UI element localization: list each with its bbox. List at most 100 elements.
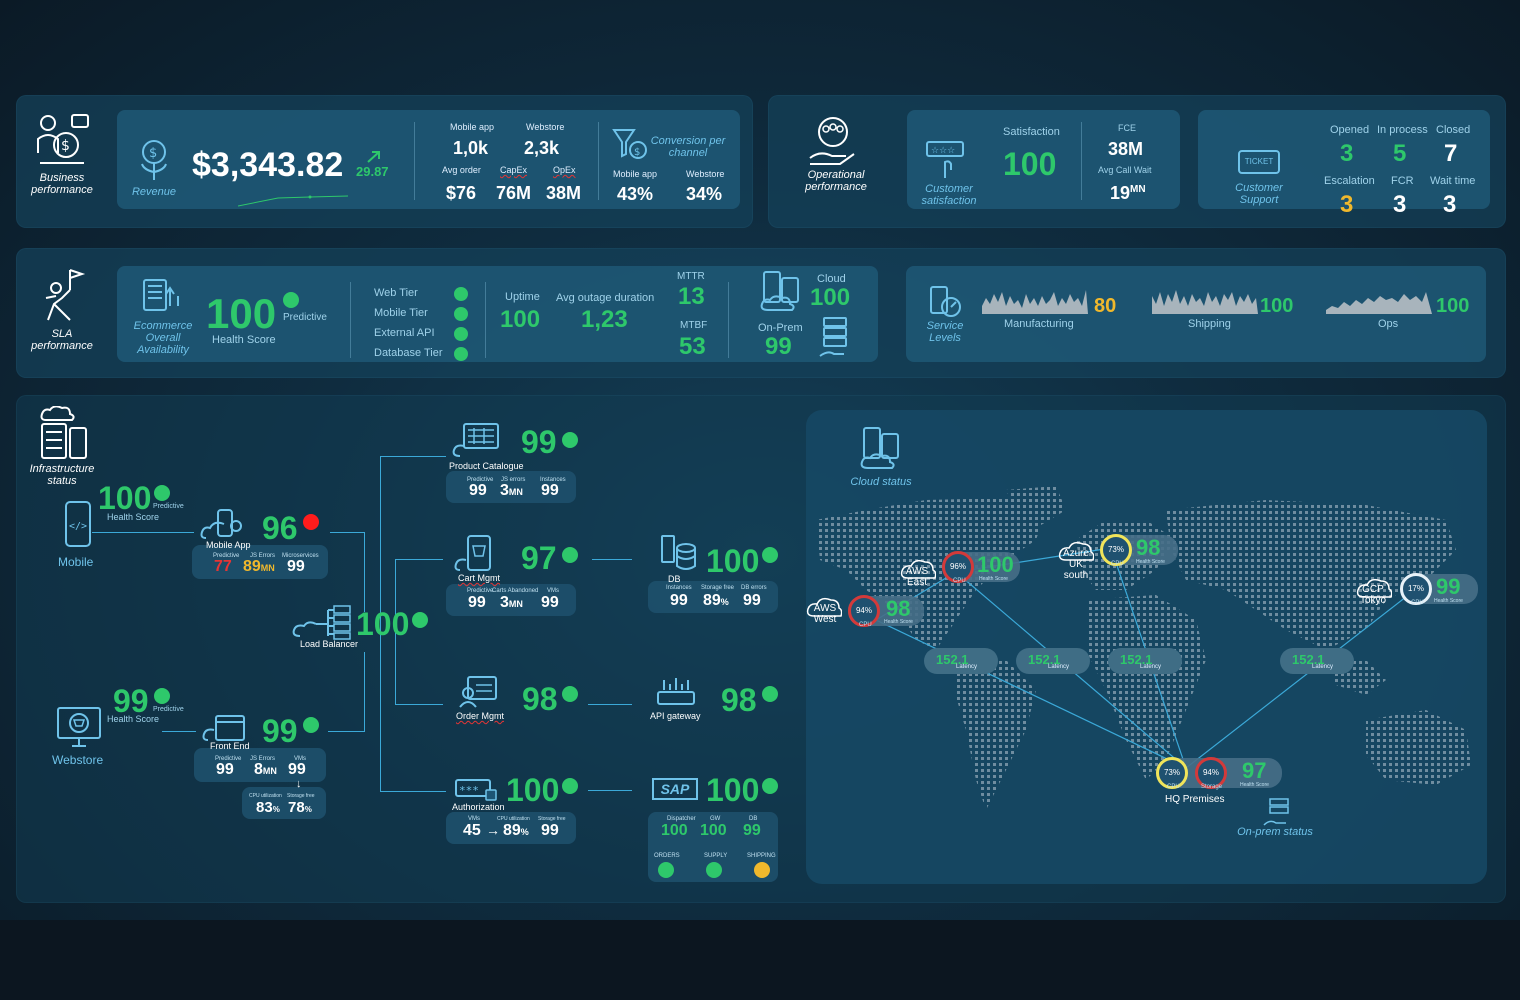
webstore-predictive-label: Predictive: [153, 706, 184, 713]
connector: [588, 704, 632, 705]
connector: [592, 559, 632, 560]
order-mgmt-value: 98: [522, 681, 558, 717]
mobile-app-predictive-value: 77: [214, 558, 232, 575]
hq-health-value: 97: [1242, 758, 1267, 783]
onprem-value: 99: [765, 333, 792, 360]
azure-label: Azure UK south: [1062, 548, 1090, 581]
service-levels-label: Service Levels: [926, 320, 964, 344]
sap-gw-value: 100: [700, 822, 727, 839]
bottom-strip: [0, 920, 1520, 1000]
cart-mgmt-predictive-value: 99: [468, 594, 486, 611]
business-metrics-card: [117, 110, 740, 209]
monitor-cart-icon: [57, 707, 101, 747]
mobile-app-label: Mobile App: [206, 540, 251, 550]
ecommerce-availability-label: Ecommerce Overall Availability: [133, 320, 193, 356]
svg-text:☆☆☆: ☆☆☆: [931, 146, 955, 156]
manufacturing-sparkline: [982, 290, 1088, 314]
avg-outage-label: Avg outage duration: [556, 292, 655, 304]
load-balancer-label: Load Balancer: [300, 639, 359, 649]
separator: [485, 282, 486, 358]
in-process-value: 5: [1393, 140, 1407, 167]
api-gateway-label: API gateway: [650, 711, 701, 721]
mobile-app-status-dot: [303, 514, 319, 530]
product-catalogue-status-dot: [562, 432, 578, 448]
mobile-app-js-value: 89MN: [243, 558, 275, 575]
hq-label: HQ Premises: [1165, 794, 1225, 805]
front-end-cpu-label: CPU utilization: [249, 793, 282, 799]
connector: [330, 532, 364, 533]
front-end-value: 99: [262, 713, 298, 749]
mobile-health-label: Health Score: [107, 512, 160, 522]
operational-performance-label: Operational performance: [805, 169, 867, 193]
onprem-server-hand-icon: [1263, 798, 1289, 826]
db-value: 100: [706, 543, 760, 579]
mtbf-value: 53: [679, 333, 706, 360]
authorization-label: Authorization: [452, 802, 505, 812]
order-mgmt-label: Order Mgmt: [456, 711, 505, 721]
sap-gw-label: GW: [710, 816, 721, 822]
sap-dispatcher-label: Dispatcher: [667, 816, 696, 822]
product-catalogue-label: Product Catalogue: [449, 461, 524, 471]
tier-web: Web Tier: [374, 287, 418, 299]
front-end-status-dot: [303, 717, 319, 733]
sap-dispatcher-value: 100: [661, 822, 688, 839]
mobile-app-ms-label: Microservices: [282, 553, 319, 559]
opened-value: 3: [1340, 140, 1354, 167]
mobile-app-value: 96: [262, 510, 298, 546]
connector: [395, 704, 443, 705]
escalation-label: Escalation: [1324, 175, 1375, 187]
sap-orders-status-dot: [658, 862, 674, 878]
server-rack-hand-icon: [819, 317, 847, 357]
product-catalogue-js-label: JS errors: [501, 477, 526, 483]
closed-label: Closed: [1436, 124, 1471, 136]
svg-text:$: $: [634, 147, 640, 158]
aws-east-health-label: Health Score: [979, 576, 1008, 582]
sap-db-label: DB: [749, 816, 758, 822]
in-process-label: In process: [1377, 124, 1428, 136]
mobile-app-ms-value: 99: [287, 558, 305, 575]
product-catalogue-instances-value: 99: [541, 482, 559, 499]
team-hand-icon: [809, 117, 855, 165]
front-end-js-label: JS Errors: [250, 756, 276, 762]
load-balancer-status-dot: [412, 612, 428, 628]
azure-cloud-icon: [1058, 541, 1094, 561]
conversion-label: Conversion per channel: [650, 135, 726, 159]
mobile-app-orders: 1,0k: [453, 138, 489, 158]
sap-status-dot: [762, 778, 778, 794]
revenue-label: Revenue: [131, 186, 177, 198]
aws-west-cpu-gauge: 94%: [848, 595, 880, 627]
separator: [414, 122, 415, 200]
sla-health-status-dot: [283, 292, 299, 308]
product-catalogue-instances-label: Instances: [540, 477, 566, 483]
avg-order-label: Avg order: [442, 165, 481, 175]
service-levels-card: [906, 266, 1486, 362]
connector: [395, 559, 443, 560]
shipping-value: 100: [1260, 295, 1294, 317]
aws-west-health-value: 98: [886, 596, 911, 621]
revenue-money-plant-icon: $: [141, 140, 167, 180]
connector: [328, 731, 364, 732]
cart-mgmt-carts-value: 3MN: [500, 594, 523, 611]
front-end-predictive-value: 99: [216, 761, 234, 778]
service-gauge-icon: [930, 286, 961, 317]
conv-mobile-label: Mobile app: [613, 169, 658, 179]
hq-cpu-label: CPU: [1167, 784, 1180, 790]
tier-external-api: External API: [374, 327, 435, 339]
cart-mgmt-label: Cart Mgmt: [458, 573, 501, 583]
cart-mgmt-vms-label: VMs: [547, 588, 559, 594]
goal-flag-person-icon: [45, 269, 86, 321]
db-storage-label: Storage free: [701, 585, 735, 591]
cloud-label: Cloud: [817, 273, 846, 285]
api-gateway-icon: [657, 678, 695, 705]
latency-pill-1: 152.1 Latency: [924, 648, 998, 674]
db-instances-label: Instances: [666, 585, 692, 591]
separator: [1081, 122, 1082, 200]
front-end-storage-label: Storage free: [287, 793, 315, 799]
mobile-predictive-label: Predictive: [153, 503, 184, 510]
health-score-label: Health Score: [212, 334, 276, 346]
aws-west-cpu-label: CPU: [859, 622, 872, 628]
db-label: DB: [668, 574, 681, 584]
front-end-vms-value: 99: [288, 761, 306, 778]
business-person-icon: $: [37, 114, 89, 164]
front-end-resource-card: [242, 787, 326, 819]
